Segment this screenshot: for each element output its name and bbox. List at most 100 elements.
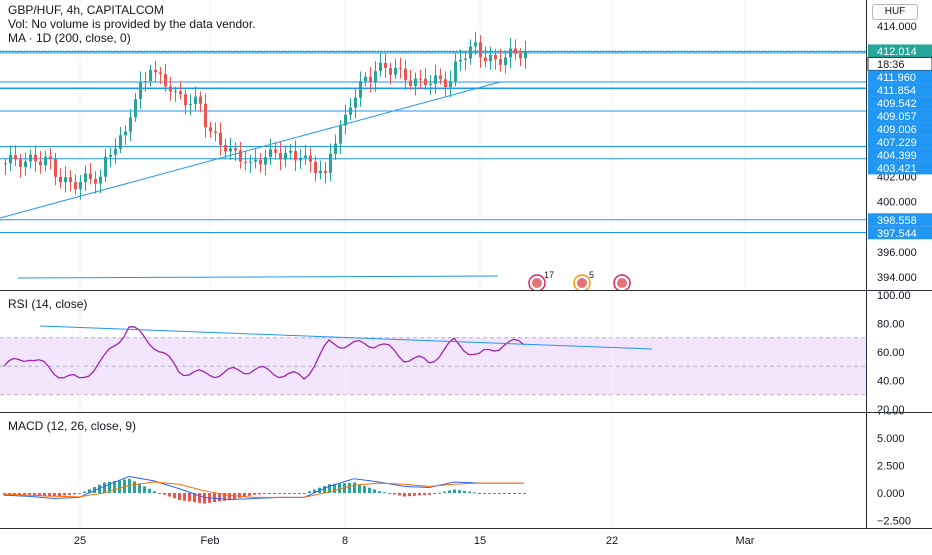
macd-histogram-bar	[498, 493, 501, 494]
candle-body	[454, 61, 457, 82]
macd-histogram-bar	[178, 493, 181, 501]
macd-histogram-bar	[388, 493, 391, 494]
candle-body	[324, 170, 327, 173]
price-tick-label: 400.000	[877, 197, 917, 209]
price-label: 404.399	[877, 150, 917, 162]
candle-body	[204, 103, 207, 128]
macd-histogram-bar	[93, 487, 96, 493]
rsi-tick-label: 40.00	[877, 376, 905, 388]
price-label-tag	[868, 109, 932, 123]
macd-histogram-bar	[478, 493, 481, 494]
candle-body	[24, 161, 27, 168]
ma-legend: MA · 1D (200, close, 0)	[8, 31, 131, 45]
candle-body	[369, 76, 372, 83]
macd-histogram-bar	[328, 484, 331, 493]
macd-histogram-bar	[253, 493, 256, 495]
pane-divider[interactable]	[0, 290, 932, 291]
rsi-trend-line	[39, 325, 653, 350]
candle-body	[74, 182, 77, 190]
candle-body	[304, 155, 307, 158]
candle-body	[439, 75, 442, 80]
candle-body	[259, 159, 262, 165]
macd-chart[interactable]	[0, 413, 866, 528]
price-axis[interactable]: 414.000 402.000 400.000 396.000 394.000 412.0…	[866, 0, 932, 290]
price-label: 398.558	[877, 215, 917, 227]
candle-body	[274, 149, 277, 153]
candle-body	[174, 91, 177, 93]
price-label-tag	[868, 96, 932, 110]
rsi-tick-label: 80.00	[877, 319, 905, 331]
macd-histogram-bar	[243, 493, 246, 497]
candle-body	[59, 176, 62, 183]
candlestick-chart[interactable]: 17 5	[0, 0, 866, 292]
time-axis[interactable]: 25 Feb 8 15 22 Mar	[0, 529, 866, 550]
macd-histogram-bar	[58, 493, 61, 496]
candle-body	[364, 76, 367, 82]
candle-body	[134, 99, 137, 118]
candle-body	[389, 67, 392, 75]
candle-body	[49, 156, 52, 160]
price-pane[interactable]: 17 5	[0, 0, 866, 292]
macd-histogram-bar	[403, 493, 406, 497]
rsi-title: RSI (14, close)	[8, 297, 88, 311]
candle-body	[39, 161, 42, 166]
symbol-title: GBP/HUF, 4h, CAPITALCOM	[8, 3, 164, 17]
candle-body	[334, 143, 337, 154]
candle-body	[19, 159, 22, 168]
rsi-tick-label: 60.00	[877, 347, 905, 359]
candle-body	[4, 163, 7, 165]
rsi-tick-label: 20.00	[877, 404, 905, 412]
candle-body	[374, 71, 377, 83]
macd-histogram-bar	[468, 491, 471, 493]
candle-body	[104, 156, 107, 177]
macd-histogram-bar	[463, 490, 466, 493]
macd-axis[interactable]: 7.500 5.000 2.500 0.000 −2.500	[866, 406, 932, 528]
macd-histogram-bar	[188, 493, 191, 502]
macd-histogram-bar	[18, 493, 21, 495]
candle-body	[359, 81, 362, 98]
macd-histogram-bar	[368, 487, 371, 493]
price-tick-label: 394.000	[877, 272, 917, 284]
candle-body	[144, 81, 147, 83]
macd-histogram-bar	[428, 493, 431, 495]
candle-body	[319, 170, 322, 174]
candle-body	[429, 83, 432, 85]
candle-body	[399, 68, 402, 70]
candle-body	[519, 53, 522, 59]
currency-button[interactable]: HUF	[872, 4, 918, 20]
candle-body	[254, 159, 257, 162]
candle-body	[119, 135, 122, 149]
macd-histogram-bar	[158, 493, 161, 494]
candle-body	[384, 63, 387, 68]
candle-body	[169, 86, 172, 92]
price-label-tag	[868, 213, 932, 227]
macd-histogram-bar	[238, 493, 241, 498]
macd-histogram-bar	[308, 491, 311, 493]
macd-histogram-bar	[23, 493, 26, 495]
macd-histogram-bar	[278, 493, 281, 494]
price-label-tag	[868, 83, 932, 97]
candle-body	[489, 55, 492, 62]
price-label: 409.542	[877, 98, 917, 110]
candle-body	[159, 72, 162, 75]
rsi-chart[interactable]	[0, 291, 866, 412]
macd-pane[interactable]	[0, 413, 866, 528]
macd-histogram-bar	[423, 493, 426, 496]
rsi-pane[interactable]	[0, 291, 866, 412]
rsi-axis[interactable]: 100.00 80.00 60.00 40.00 20.00	[866, 290, 932, 416]
time-tick-label: 15	[474, 535, 486, 547]
price-label: 411.960	[877, 72, 916, 84]
macd-histogram-bar	[303, 493, 306, 494]
price-label: 411.854	[877, 85, 916, 97]
time-axis-divider	[0, 528, 932, 529]
candle-body	[29, 154, 32, 162]
macd-histogram-bar	[213, 493, 216, 503]
pane-divider[interactable]	[0, 412, 932, 413]
price-label-tag	[868, 70, 932, 84]
macd-histogram-bar	[393, 493, 396, 495]
time-tick-label: 25	[74, 535, 86, 547]
macd-histogram-bar	[448, 490, 451, 493]
macd-histogram-bar	[383, 492, 386, 494]
candle-body	[424, 78, 427, 85]
macd-histogram-bar	[63, 493, 66, 496]
